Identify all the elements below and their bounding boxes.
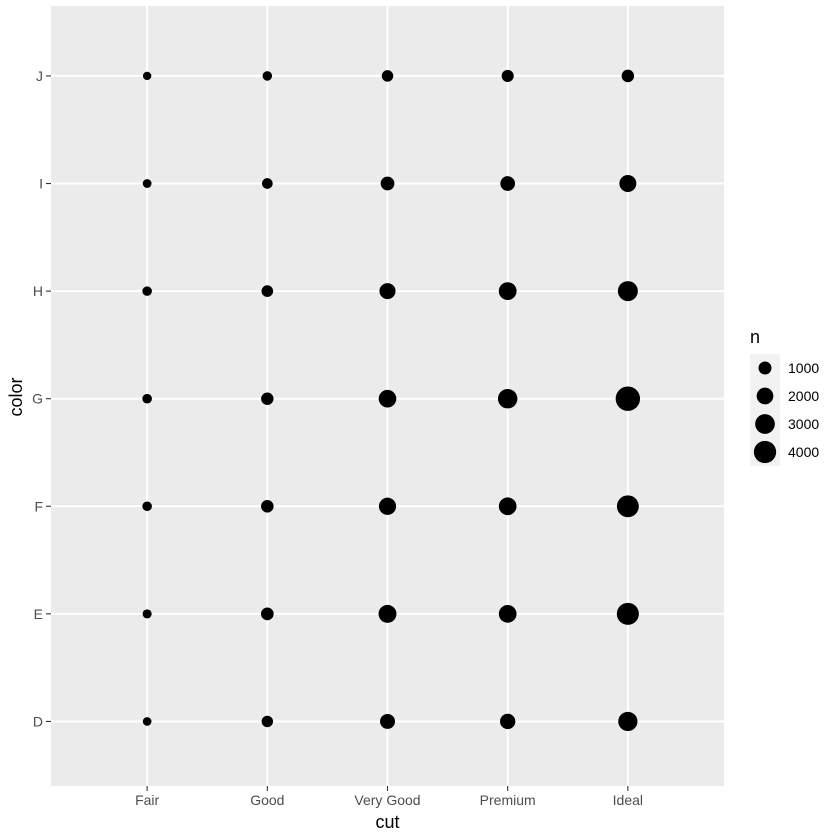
data-point — [497, 388, 518, 409]
legend-key-point — [755, 414, 775, 434]
data-point — [142, 71, 152, 81]
size-legend: n 1000 2000 3000 4000 — [750, 327, 819, 466]
x-tick-label: Very Good — [354, 792, 420, 808]
data-point — [621, 69, 635, 83]
legend-label: 1000 — [788, 360, 819, 376]
data-point — [261, 715, 274, 728]
y-tick-label: I — [39, 176, 43, 192]
data-point — [380, 713, 395, 729]
data-point — [142, 717, 152, 726]
data-point — [381, 70, 394, 82]
x-axis-title: cut — [375, 812, 399, 832]
legend-key-point — [758, 361, 772, 375]
data-point — [616, 602, 639, 625]
legend-label: 3000 — [788, 416, 819, 432]
legend-key-point — [756, 387, 774, 405]
legend-title: n — [750, 327, 760, 347]
y-tick-label: E — [34, 606, 43, 622]
data-point — [262, 71, 273, 81]
data-point — [142, 179, 152, 188]
axes: Fair Good Very Good Premium Ideal D E F G H I J — [32, 68, 643, 808]
data-point — [498, 282, 517, 301]
data-point — [261, 285, 274, 297]
x-tick-label: Ideal — [613, 792, 643, 808]
data-point — [618, 711, 638, 732]
data-point — [261, 499, 274, 513]
data-point — [619, 175, 637, 192]
x-tick-label: Premium — [480, 792, 536, 808]
data-point — [617, 281, 638, 302]
y-axis-title: color — [6, 377, 26, 416]
data-point — [142, 609, 152, 619]
data-point — [498, 604, 517, 623]
legend-label: 2000 — [788, 388, 819, 404]
legend-label: 4000 — [788, 444, 819, 460]
y-tick-label: G — [32, 391, 43, 407]
data-point — [142, 286, 152, 296]
data-point — [378, 389, 397, 408]
data-point — [142, 393, 152, 404]
data-point — [380, 176, 395, 191]
x-tick-label: Fair — [135, 792, 159, 808]
data-point — [501, 69, 514, 82]
data-point — [616, 495, 639, 518]
data-point — [379, 283, 396, 300]
y-tick-label: H — [33, 283, 43, 299]
data-point — [142, 501, 152, 512]
data-point — [500, 176, 516, 191]
legend-key-point — [753, 440, 777, 464]
data-point — [615, 386, 641, 411]
data-point — [260, 607, 274, 621]
data-point — [498, 497, 517, 516]
data-points — [142, 69, 641, 732]
data-point — [261, 392, 274, 405]
data-point — [500, 713, 516, 730]
x-tick-label: Good — [250, 792, 284, 808]
data-point — [261, 178, 273, 189]
y-tick-label: F — [34, 498, 43, 514]
y-tick-label: J — [36, 68, 43, 84]
y-tick-label: D — [33, 713, 43, 729]
data-point — [378, 497, 397, 515]
data-point — [378, 604, 397, 623]
